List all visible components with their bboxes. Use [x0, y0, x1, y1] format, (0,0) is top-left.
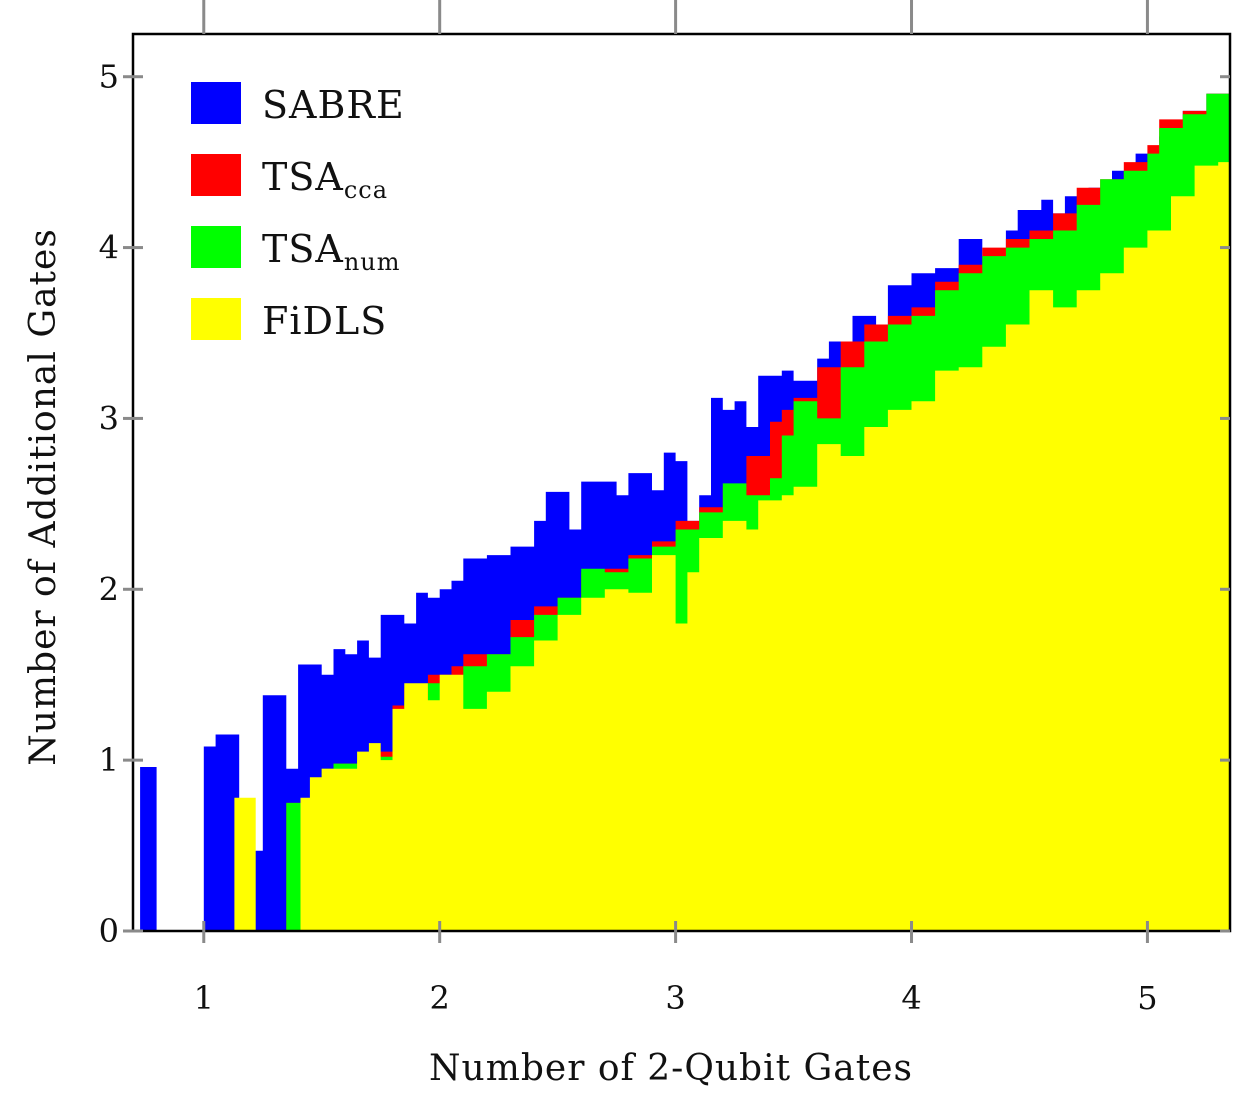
tick-layer [123, 0, 1230, 943]
y-tick-label: 2 [99, 570, 119, 608]
y-tick-label: 0 [99, 912, 119, 950]
x-tick-label: 3 [665, 979, 685, 1017]
legend-swatch-sabre [191, 82, 241, 124]
legend-swatch-tsacca [191, 154, 241, 196]
legend-swatch-tsanum [191, 226, 241, 268]
x-tick-label: 2 [430, 979, 450, 1017]
y-tick-label: 5 [99, 58, 119, 96]
legend-label-tsacca: TSAcca [262, 155, 388, 204]
legend-label-sabre: SABRE [262, 83, 405, 127]
legend-swatch-fidls [191, 298, 241, 340]
series-area-fidls [140, 141, 1230, 931]
x-tick-label: 4 [901, 979, 921, 1017]
legend: SABRE TSAcca TSAnum FiDLS [191, 82, 405, 343]
legend-label-fidls: FiDLS [262, 299, 387, 343]
y-tick-label: 1 [99, 741, 119, 779]
x-tick-label: 5 [1137, 979, 1157, 1017]
plot-frame [131, 32, 1232, 933]
y-tick-label: 4 [99, 229, 119, 267]
series-layer [140, 80, 1230, 931]
tick-label-layer: 1 2 3 4 5 0 1 2 3 4 5 [99, 58, 1158, 1017]
y-axis-title: Number of Additional Gates [23, 228, 64, 766]
y-tick-label: 3 [99, 399, 119, 437]
x-tick-label: 1 [194, 979, 214, 1017]
legend-label-tsanum: TSAnum [262, 227, 401, 276]
x-axis-title: Number of 2-Qubit Gates [429, 1048, 913, 1089]
